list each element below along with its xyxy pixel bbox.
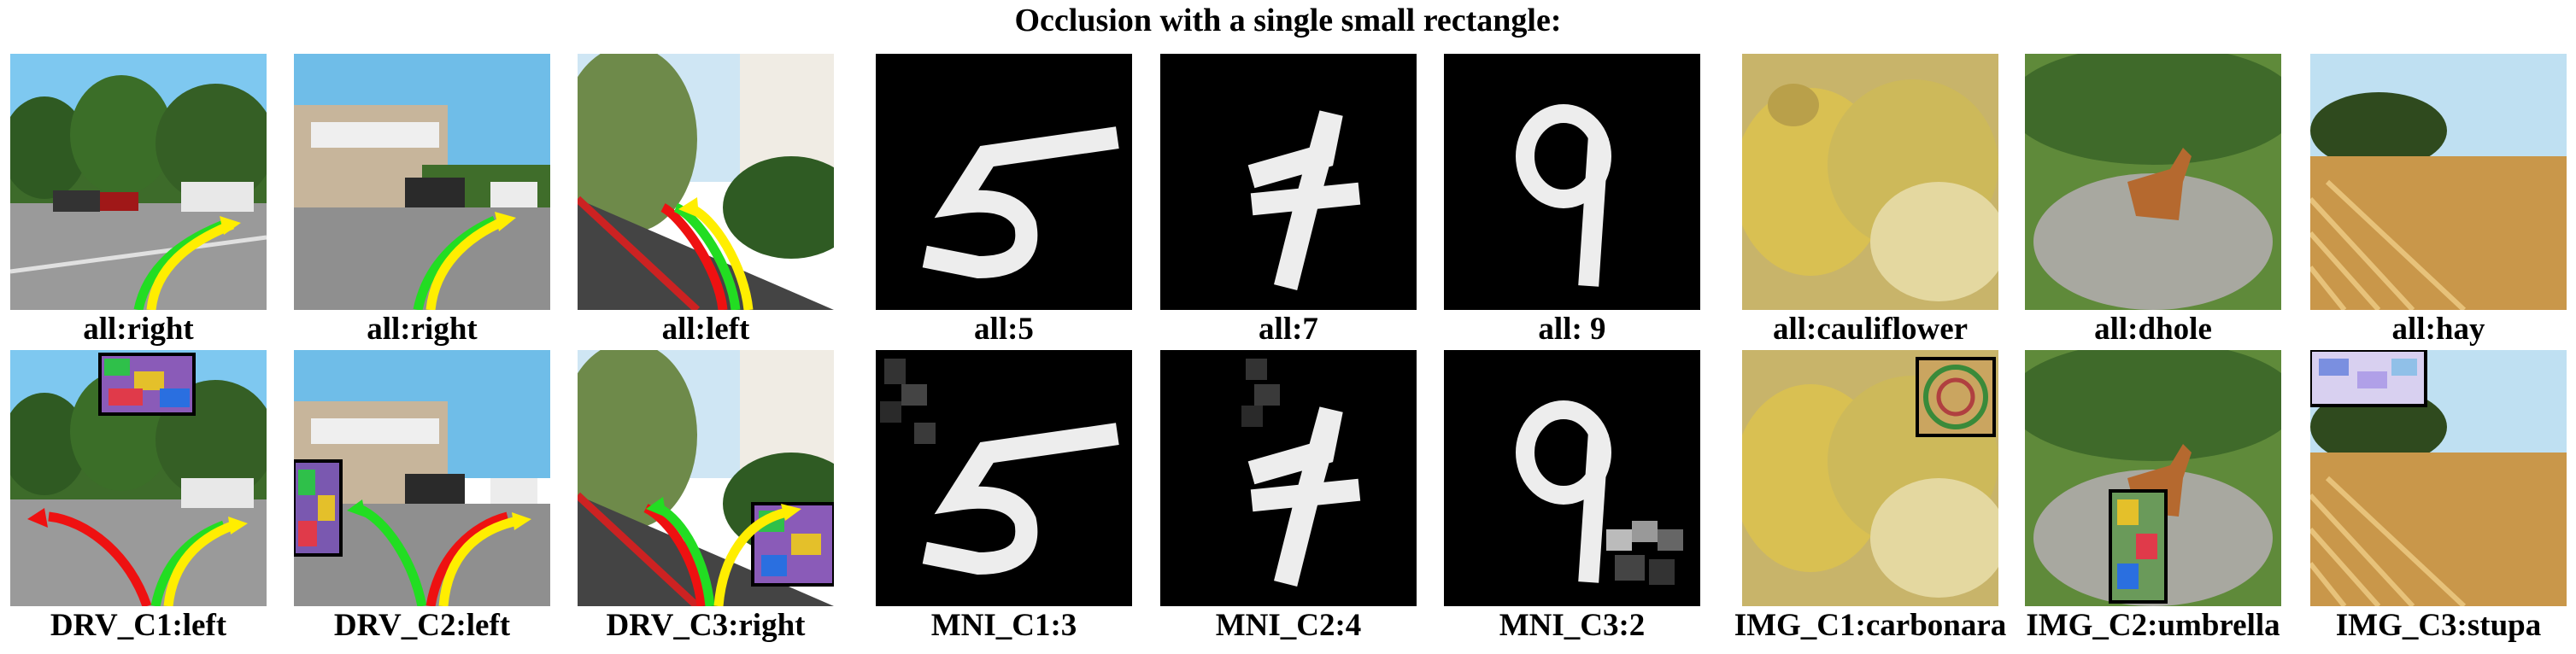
image-bottom-5-mnist	[1160, 350, 1417, 606]
image-top-3-driving	[578, 54, 834, 310]
caption-top-8: all:dhole	[2094, 312, 2212, 347]
caption-top-9: all:hay	[2391, 312, 2485, 347]
image-top-7-imagenet	[1742, 54, 1998, 310]
caption-bottom-8: IMG_C2:umbrella	[2026, 608, 2280, 643]
caption-top-3: all:left	[661, 312, 750, 347]
image-bottom-3-driving	[578, 350, 834, 606]
image-bottom-6-mnist	[1444, 350, 1700, 606]
caption-bottom-4: MNI_C1:3	[930, 608, 1077, 643]
image-top-1-driving	[10, 54, 267, 310]
caption-bottom-5: MNI_C2:4	[1215, 608, 1362, 643]
caption-bottom-2: DRV_C2:left	[333, 608, 511, 643]
image-bottom-2-driving	[294, 350, 550, 606]
caption-bottom-1: DRV_C1:left	[50, 608, 227, 643]
image-bottom-4-mnist	[876, 350, 1132, 606]
caption-top-6: all: 9	[1538, 312, 1606, 347]
image-bottom-1-driving	[10, 350, 267, 606]
caption-top-2: all:right	[367, 312, 478, 347]
image-top-2-driving	[294, 54, 550, 310]
image-top-5-mnist	[1160, 54, 1417, 310]
caption-bottom-6: MNI_C3:2	[1499, 608, 1646, 643]
caption-top-7: all:cauliflower	[1772, 312, 1969, 347]
image-top-6-mnist	[1444, 54, 1700, 310]
caption-top-5: all:7	[1259, 312, 1318, 347]
figure-title: Occlusion with a single small rectangle:	[1014, 3, 1562, 38]
image-top-4-mnist	[876, 54, 1132, 310]
caption-bottom-9: IMG_C3:stupa	[2335, 608, 2542, 643]
image-top-9-imagenet	[2310, 54, 2567, 310]
image-top-8-imagenet	[2025, 54, 2281, 310]
caption-top-1: all:right	[83, 312, 194, 347]
image-bottom-8-imagenet	[2025, 350, 2281, 606]
caption-bottom-7: IMG_C1:carbonara	[1734, 608, 2007, 643]
image-bottom-7-imagenet	[1742, 350, 1998, 606]
image-bottom-9-imagenet	[2310, 350, 2567, 606]
caption-bottom-3: DRV_C3:right	[606, 608, 806, 643]
caption-top-4: all:5	[974, 312, 1034, 347]
